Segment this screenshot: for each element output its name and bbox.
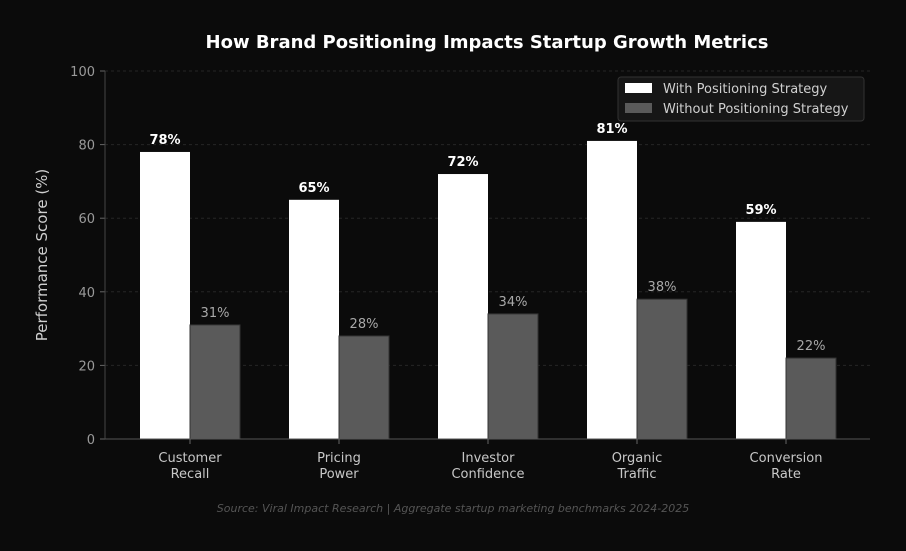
data-label: 59% [745,203,776,218]
x-tick-label: Power [319,467,359,482]
data-label: 38% [648,280,677,295]
x-tick-label: Traffic [616,467,656,482]
y-tick-label: 80 [78,139,95,154]
bar-without [636,298,688,440]
bar-without [189,324,241,440]
legend-label-with: With Positioning Strategy [663,82,828,97]
data-label: 78% [149,133,180,148]
chart-title: How Brand Positioning Impacts Startup Gr… [206,32,769,53]
y-axis-label: Performance Score (%) [33,169,51,342]
x-tick-label: Rate [771,467,801,482]
data-label: 34% [499,295,528,310]
data-label: 22% [797,339,826,354]
bar-without [785,357,837,440]
x-tick-label: Conversion [750,451,823,466]
bar-with [140,151,190,439]
source-note: Source: Viral Impact Research | Aggregat… [217,502,689,515]
legend: With Positioning Strategy Without Positi… [617,76,865,122]
bar-with [736,221,786,439]
data-label: 31% [201,306,230,321]
data-label: 72% [447,155,478,170]
bar-with [587,140,637,440]
legend-swatch-without [625,103,652,113]
legend-swatch-with [625,83,652,93]
bar-without [487,313,539,440]
y-tick-label: 60 [78,212,95,227]
x-tick-label: Confidence [451,467,524,482]
legend-box [617,76,865,122]
x-tick-label: Pricing [317,451,361,466]
x-tick-label: Investor [462,451,516,466]
y-tick-label: 0 [87,433,95,448]
x-tick-label: Customer [158,451,222,466]
y-tick-label: 40 [78,286,95,301]
y-tick-label: 100 [70,65,95,80]
data-label: 65% [298,181,329,196]
data-label: 81% [596,122,627,137]
legend-label-without: Without Positioning Strategy [663,102,849,117]
data-label: 28% [350,317,379,332]
bar-with [438,174,488,440]
x-tick-label: Recall [171,467,210,482]
bar-without [338,335,390,440]
x-tick-label: Organic [612,451,663,466]
y-tick-label: 20 [78,359,95,374]
bar-with [289,199,339,439]
